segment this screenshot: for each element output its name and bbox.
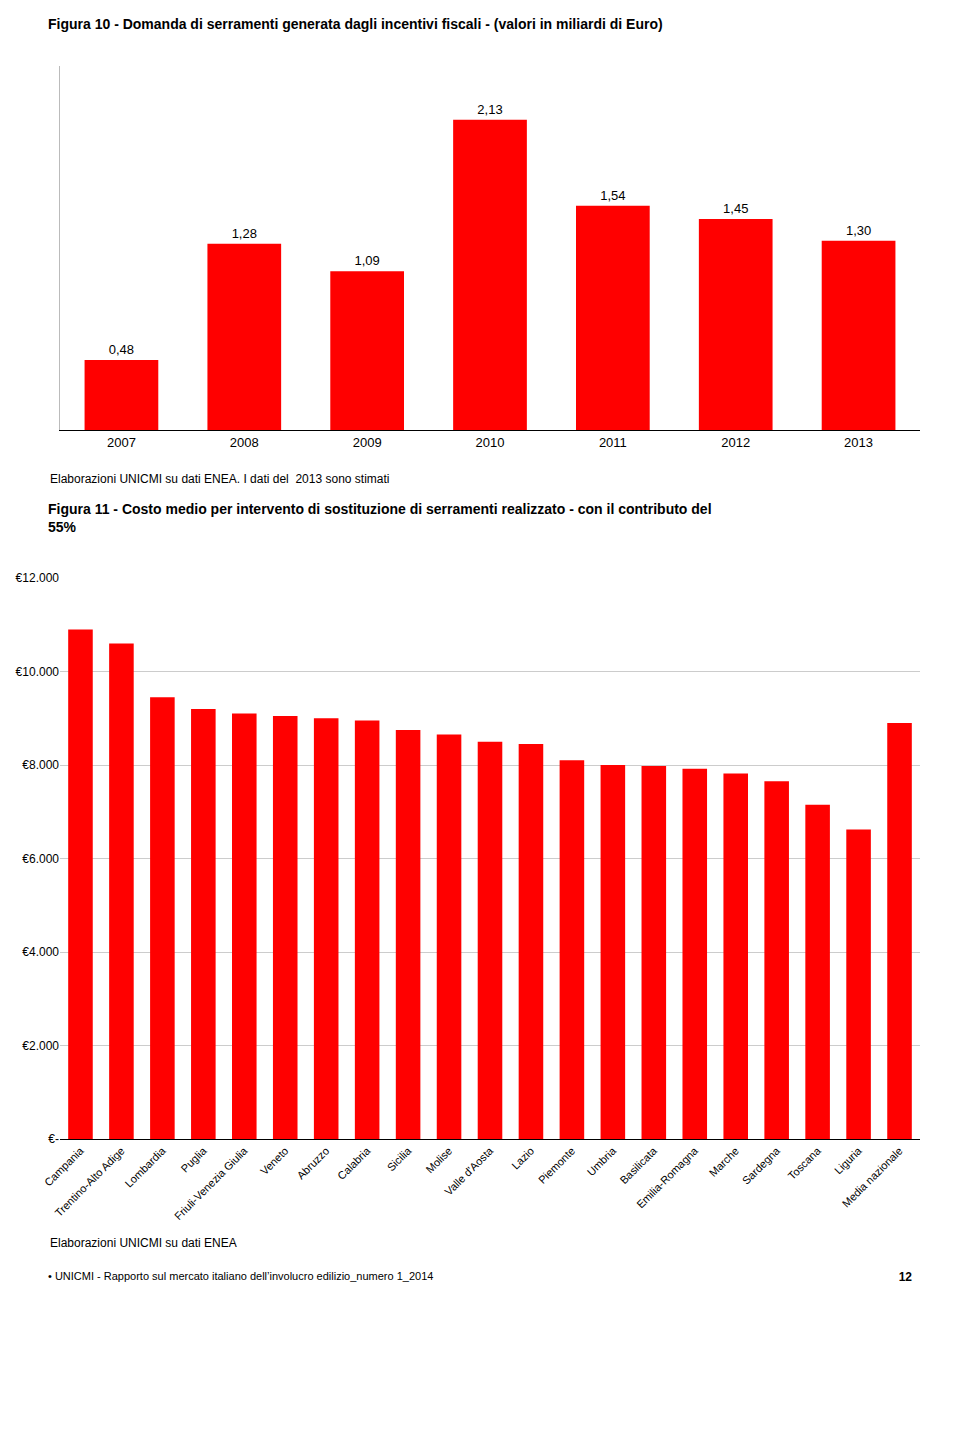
svg-text:1,09: 1,09 [354, 253, 379, 268]
svg-text:2008: 2008 [230, 435, 259, 450]
svg-text:Puglia: Puglia [179, 1144, 210, 1175]
svg-text:Lazio: Lazio [509, 1145, 536, 1172]
svg-text:2010: 2010 [476, 435, 505, 450]
svg-text:Trentino-Alto Adige: Trentino-Alto Adige [52, 1145, 126, 1219]
svg-text:Valle d'Aosta: Valle d'Aosta [442, 1144, 496, 1198]
html-text:Elaborazioni UNICMI su dati EN: Elaborazioni UNICMI su dati ENEA [50, 1236, 237, 1250]
svg-text:Figura 11 - Costo medio per in: Figura 11 - Costo medio per intervento d… [48, 501, 712, 535]
svg-text:€10.000: €10.000 [16, 665, 60, 679]
svg-text:1,54: 1,54 [600, 188, 625, 203]
svg-text:1,45: 1,45 [723, 201, 748, 216]
svg-text:€-: €- [48, 1132, 59, 1146]
svg-text:Campania: Campania [42, 1144, 87, 1189]
svg-text:Marche: Marche [707, 1145, 741, 1179]
svg-text:Toscana: Toscana [785, 1144, 823, 1182]
svg-text:2007: 2007 [107, 435, 136, 450]
svg-text:Figura 10 - Domanda di serrame: Figura 10 - Domanda di serramenti genera… [48, 16, 663, 32]
html-text:12: 12 [898, 1270, 912, 1284]
svg-text:Molise: Molise [423, 1145, 454, 1176]
svg-text:2012: 2012 [721, 435, 750, 450]
svg-text:1,30: 1,30 [846, 223, 871, 238]
html-text:Elaborazioni UNICMI su dati EN: Elaborazioni UNICMI su dati ENEA. I dati… [50, 472, 390, 486]
svg-text:Veneto: Veneto [258, 1145, 291, 1178]
svg-text:€4.000: €4.000 [22, 945, 59, 959]
svg-text:Media nazionale: Media nazionale [840, 1145, 905, 1210]
svg-text:Friuli-Venezia Giulia: Friuli-Venezia Giulia [172, 1144, 250, 1222]
svg-text:Umbria: Umbria [585, 1144, 619, 1178]
svg-text:0,48: 0,48 [109, 342, 134, 357]
svg-text:Liguria: Liguria [832, 1144, 864, 1176]
svg-text:1,28: 1,28 [232, 226, 257, 241]
svg-text:€2.000: €2.000 [22, 1039, 59, 1053]
svg-text:Emilia-Romagna: Emilia-Romagna [634, 1144, 701, 1211]
svg-text:€8.000: €8.000 [22, 758, 59, 772]
svg-text:Abruzzo: Abruzzo [294, 1145, 331, 1182]
svg-text:Sardegna: Sardegna [740, 1144, 783, 1187]
svg-text:Sicilia: Sicilia [385, 1144, 414, 1173]
svg-text:€6.000: €6.000 [22, 852, 59, 866]
svg-text:Piemonte: Piemonte [536, 1145, 577, 1186]
svg-text:2009: 2009 [353, 435, 382, 450]
svg-text:€12.000: €12.000 [16, 571, 60, 585]
svg-text:2011: 2011 [599, 435, 627, 450]
svg-text:2013: 2013 [844, 435, 873, 450]
svg-text:2,13: 2,13 [477, 102, 502, 117]
svg-text:Lombardia: Lombardia [122, 1144, 168, 1190]
html-text:• UNICMI - Rapporto sul mercat: • UNICMI - Rapporto sul mercato italiano… [48, 1270, 434, 1282]
svg-text:Calabria: Calabria [335, 1144, 373, 1182]
svg-text:Basilicata: Basilicata [617, 1144, 659, 1186]
